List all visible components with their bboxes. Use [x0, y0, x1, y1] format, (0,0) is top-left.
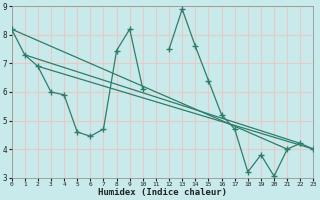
X-axis label: Humidex (Indice chaleur): Humidex (Indice chaleur) — [98, 188, 227, 197]
